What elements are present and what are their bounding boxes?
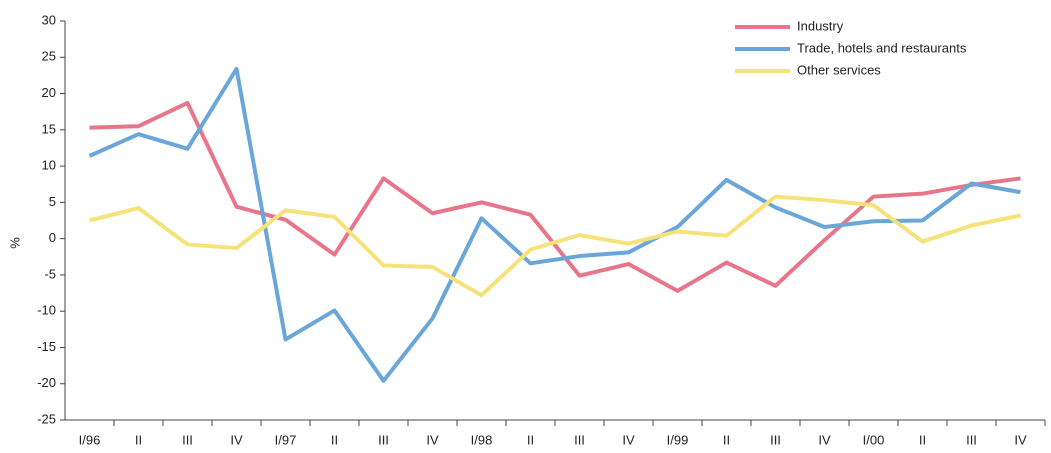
x-tick-label: III [770,432,781,447]
x-tick-label: I/98 [471,432,493,447]
y-tick-label: 30 [42,12,56,27]
x-tick-label: III [966,432,977,447]
legend-label: Trade, hotels and restaurants [797,40,967,55]
series-line [89,194,1021,298]
x-tick-label: IV [426,432,439,447]
series-line [89,100,1021,293]
x-tick-label: IV [230,432,243,447]
x-tick-label: IV [622,432,635,447]
y-tick-label: -25 [37,411,56,426]
x-tick-label: I/97 [275,432,297,447]
y-tick-label: 25 [42,49,56,64]
x-tick-label: IV [1014,432,1027,447]
x-tick-label: II [135,432,142,447]
y-tick-label: 0 [49,230,56,245]
y-tick-label: 20 [42,85,56,100]
y-tick-label: -10 [37,303,56,318]
legend-label: Industry [797,18,844,33]
y-tick-label: 15 [42,121,56,136]
x-tick-label: I/99 [667,432,689,447]
x-tick-label: II [723,432,730,447]
x-tick-label: II [331,432,338,447]
x-tick-label: III [378,432,389,447]
series-line [88,66,1021,383]
x-tick-label: III [574,432,585,447]
y-tick-label: -5 [44,266,56,281]
x-tick-label: III [182,432,193,447]
x-tick-label: IV [818,432,831,447]
legend-label: Other services [797,62,881,77]
y-tick-label: 10 [42,158,56,173]
x-tick-label: I/00 [863,432,885,447]
y-axis-label: % [7,237,22,249]
y-tick-label: 5 [49,194,56,209]
x-tick-label: II [919,432,926,447]
x-tick-label: I/96 [79,432,101,447]
y-tick-label: -15 [37,339,56,354]
x-tick-label: II [527,432,534,447]
y-tick-label: -20 [37,375,56,390]
